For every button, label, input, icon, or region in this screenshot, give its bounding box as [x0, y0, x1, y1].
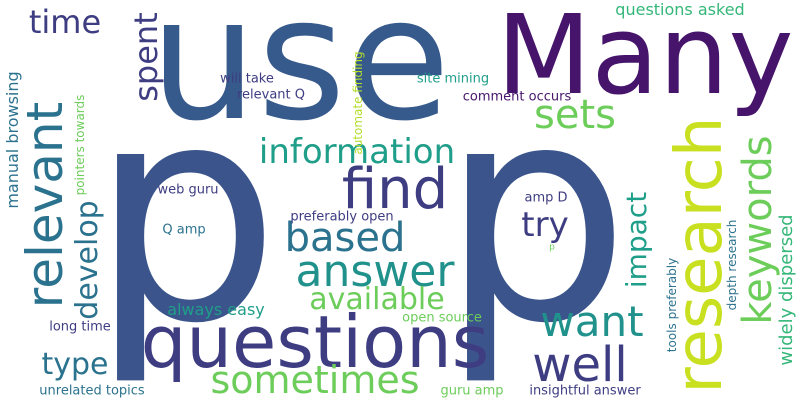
word-p-large-right: p [439, 40, 631, 389]
word-relevant: relevant [16, 101, 74, 309]
word-based: based [284, 215, 406, 261]
word-available: available [309, 282, 445, 317]
word-will-take: will take [220, 71, 274, 87]
word-pointers-towards: pointers towards [73, 94, 87, 196]
word-p-small: p [549, 242, 555, 253]
word-relevant-q: relevant Q [236, 87, 306, 103]
word-sometimes: sometimes [210, 358, 420, 400]
word-questions-asked: questions asked [615, 0, 745, 19]
word-unrelated-topics: unrelated topics [39, 383, 145, 399]
word-manual-browsing: manual browsing [3, 71, 22, 209]
word-spent: spent [127, 12, 165, 102]
word-always-easy: always easy [167, 300, 265, 319]
word-automate-finding: automate finding [351, 51, 365, 155]
word-insightful-answer: insightful answer [529, 383, 641, 399]
word-information: information [258, 132, 456, 172]
word-preferably-open: preferably open [290, 209, 394, 225]
word-site-mining: site mining [416, 71, 490, 87]
word-type: type [41, 347, 109, 382]
word-impact: impact [620, 191, 653, 289]
word-time: time [28, 3, 102, 41]
word-try: try [521, 205, 569, 245]
word-comment-occurs: comment occurs [462, 89, 572, 105]
word-sets: sets [534, 92, 616, 138]
word-widely-dispersed: widely dispersed [776, 214, 797, 366]
word-use: use [149, 0, 451, 159]
word-tools-preferably: tools preferably [665, 257, 679, 353]
word-want: want [540, 297, 644, 346]
word-answer: answer [295, 246, 455, 297]
word-q-amp: Q amp [162, 222, 206, 238]
word-keywords: keywords [735, 135, 781, 325]
word-find: find [341, 157, 449, 222]
word-open-source: open source [402, 310, 482, 326]
word-depth-research: depth research [725, 219, 739, 311]
word-many: Many [496, 0, 794, 119]
word-amp-d: amp D [524, 190, 568, 206]
word-develop: develop [70, 200, 105, 320]
word-questions: questions [140, 300, 490, 384]
word-long-time: long time [49, 319, 111, 335]
word-well: well [532, 337, 628, 393]
word-guru-amp: guru amp [440, 383, 504, 399]
word-web-guru: web guru [157, 182, 219, 198]
word-p-large-left: p [89, 40, 281, 389]
